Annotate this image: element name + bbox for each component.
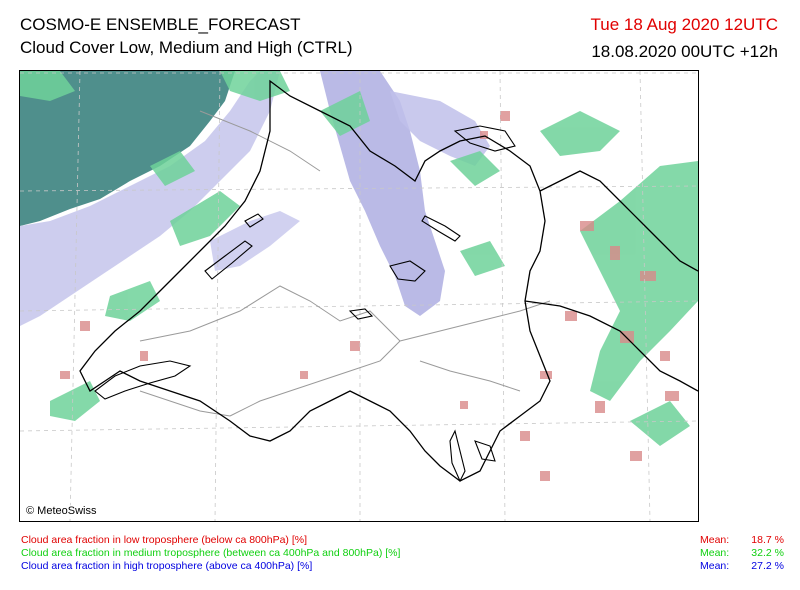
chart-subtitle: Cloud Cover Low, Medium and High (CTRL) [20, 38, 353, 57]
cloud-high-north [390, 91, 490, 166]
lake-zurich [421, 215, 461, 242]
lat-lon-grid [20, 71, 698, 521]
chart-title: COSMO-E ENSEMBLE_FORECAST [20, 15, 301, 34]
southern-border [524, 300, 698, 392]
forecast-map: © MeteoSwiss [19, 70, 699, 522]
meteoswiss-credit: © MeteoSwiss [24, 505, 99, 517]
lake-thun [348, 308, 374, 320]
lake-lucerne [389, 260, 426, 282]
lake-constance [453, 125, 516, 152]
lake-lugano [474, 440, 496, 462]
regional-boundaries [139, 110, 551, 417]
cloud-high-west [20, 71, 280, 326]
cloud-medium-group [20, 71, 698, 446]
legend-low: Cloud area fraction in low troposphere (… [21, 534, 307, 546]
cloud-low-group [60, 111, 679, 481]
mean-label-high: Mean: [700, 560, 730, 572]
national-border [79, 79, 551, 482]
mean-label-medium: Mean: [700, 547, 730, 559]
valid-time: Tue 18 Aug 2020 12UTC [590, 15, 778, 34]
mean-value-high: 27.2 % [751, 560, 784, 572]
lake-geneva [94, 360, 192, 400]
legend-high: Cloud area fraction in high troposphere … [21, 560, 313, 572]
legend-medium: Cloud area fraction in medium tropospher… [21, 547, 401, 559]
cloud-high-central [320, 71, 445, 316]
run-info: 18.08.2020 00UTC +12h [591, 42, 778, 61]
mean-value-low: 18.7 % [751, 534, 784, 546]
cloud-high-jura [210, 211, 300, 271]
eastern-border [539, 170, 698, 272]
mean-label-low: Mean: [700, 534, 730, 546]
cloud-dense-overlap [20, 71, 235, 226]
lake-maggiore [449, 429, 466, 483]
map-canvas [20, 71, 698, 521]
lakes [94, 125, 516, 483]
mean-value-medium: 32.2 % [751, 547, 784, 559]
lake-neuchatel [204, 240, 253, 280]
lake-biel [244, 213, 264, 228]
